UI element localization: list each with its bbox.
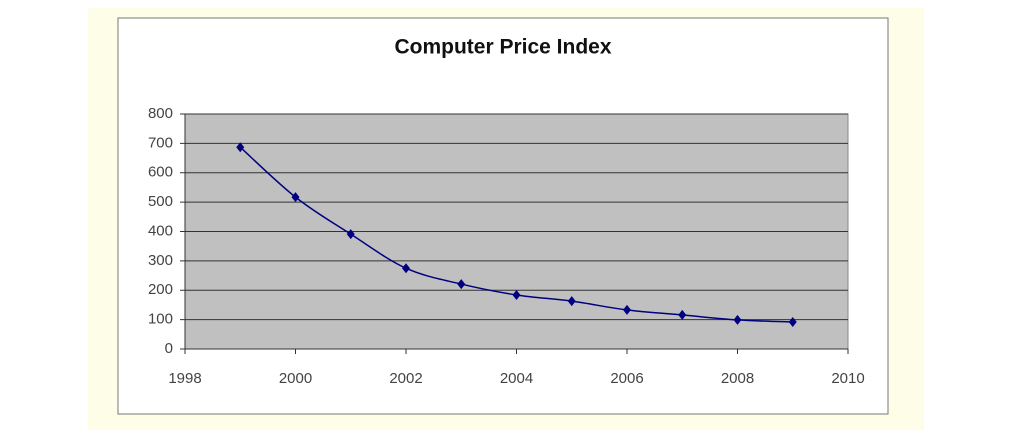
data-point — [291, 192, 300, 203]
y-tick-label: 200 — [148, 281, 173, 298]
data-point — [457, 279, 466, 290]
data-point — [788, 316, 797, 327]
x-tick-label: 2000 — [279, 370, 312, 387]
x-tick-label: 2008 — [721, 370, 754, 387]
y-tick-label: 800 — [148, 105, 173, 122]
y-tick-label: 300 — [148, 252, 173, 269]
x-tick-label: 1998 — [168, 370, 201, 387]
x-tick-label: 2006 — [610, 370, 643, 387]
y-tick-label: 100 — [148, 311, 173, 328]
y-tick-label: 700 — [148, 134, 173, 151]
x-tick-label: 2010 — [831, 370, 864, 387]
data-point — [678, 309, 687, 320]
data-point — [623, 304, 631, 315]
data-point — [402, 263, 410, 274]
y-tick-label: 500 — [148, 193, 173, 210]
data-point — [236, 142, 245, 153]
data-point — [512, 289, 521, 300]
data-point — [733, 314, 742, 325]
y-tick-label: 0 — [165, 340, 173, 357]
y-tick-label: 400 — [148, 222, 173, 239]
x-tick-label: 2002 — [389, 370, 422, 387]
data-point — [567, 296, 576, 307]
chart-title: Computer Price Index — [394, 36, 611, 59]
y-tick-label: 600 — [148, 164, 173, 181]
x-tick-label: 2004 — [500, 370, 533, 387]
data-point — [346, 229, 355, 240]
